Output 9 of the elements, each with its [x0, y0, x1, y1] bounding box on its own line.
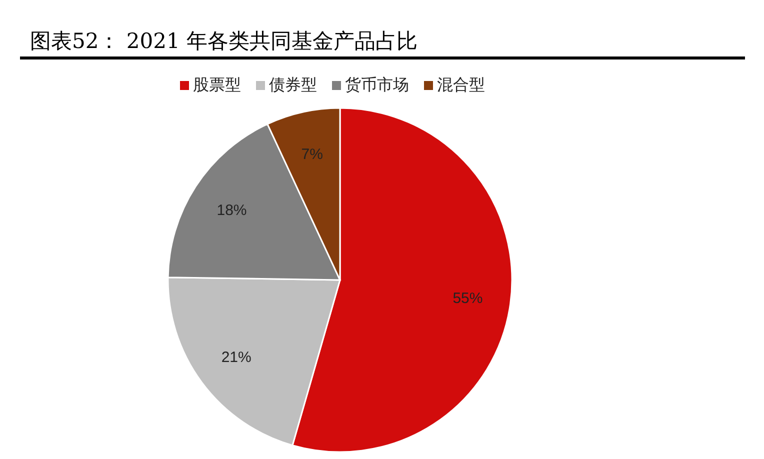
- data-label: 55%: [452, 290, 483, 307]
- data-label: 7%: [301, 146, 323, 164]
- data-label: 18%: [216, 202, 247, 219]
- legend-label: 货币市场: [345, 75, 409, 94]
- legend-label: 股票型: [193, 75, 241, 94]
- legend-label: 混合型: [437, 75, 485, 94]
- chart-title: 图表52： 2021 年各类共同基金产品占比: [30, 29, 418, 53]
- legend-label: 债券型: [269, 75, 317, 94]
- data-label: 21%: [221, 348, 252, 366]
